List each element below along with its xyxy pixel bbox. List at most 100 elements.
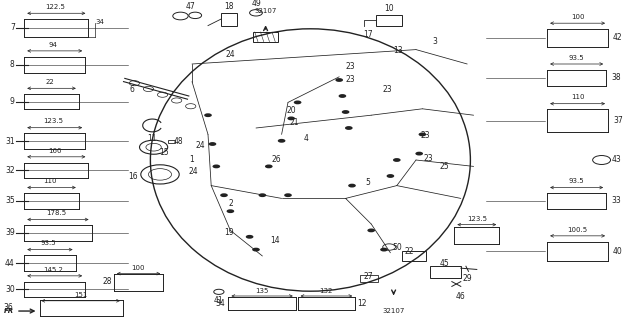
Text: 132: 132 — [320, 288, 333, 294]
Text: 151: 151 — [74, 292, 87, 298]
Text: 22: 22 — [405, 247, 414, 256]
Text: 100: 100 — [571, 14, 584, 20]
Circle shape — [278, 139, 285, 143]
Text: 37: 37 — [613, 116, 623, 125]
Text: 29: 29 — [462, 274, 472, 283]
Bar — [402, 251, 426, 261]
Text: 9: 9 — [10, 97, 15, 106]
Text: 26: 26 — [271, 155, 282, 164]
Text: 32: 32 — [5, 166, 15, 175]
Text: 33: 33 — [611, 196, 621, 205]
Text: 48: 48 — [174, 137, 184, 146]
Text: 47: 47 — [186, 2, 196, 11]
Text: 36: 36 — [3, 303, 13, 312]
Text: 24: 24 — [226, 50, 236, 59]
Text: 21: 21 — [290, 118, 299, 127]
Text: FR: FR — [4, 308, 14, 314]
Bar — [430, 266, 461, 278]
Text: 18: 18 — [225, 2, 234, 11]
Text: 31: 31 — [5, 137, 15, 146]
Text: 45: 45 — [440, 260, 450, 268]
Text: 23: 23 — [346, 75, 356, 84]
Text: 24: 24 — [189, 167, 198, 176]
Text: 8: 8 — [10, 60, 15, 69]
Bar — [221, 13, 237, 26]
Text: 145.2: 145.2 — [43, 267, 63, 273]
Text: 14: 14 — [270, 236, 280, 245]
Text: 30: 30 — [5, 285, 15, 294]
Circle shape — [259, 193, 266, 197]
Text: 50: 50 — [392, 243, 402, 252]
Text: 41: 41 — [214, 296, 224, 305]
Text: 24: 24 — [195, 141, 205, 150]
Text: 13: 13 — [393, 46, 403, 55]
Circle shape — [220, 193, 228, 197]
Text: 34: 34 — [95, 19, 104, 25]
Text: 110: 110 — [43, 178, 57, 184]
Circle shape — [348, 184, 356, 188]
Circle shape — [246, 235, 253, 239]
Circle shape — [345, 126, 353, 130]
Text: 35: 35 — [5, 196, 15, 205]
Circle shape — [252, 248, 260, 252]
Circle shape — [265, 164, 273, 168]
Text: 6: 6 — [129, 85, 134, 94]
Circle shape — [367, 228, 375, 232]
Text: 32107: 32107 — [383, 308, 404, 314]
Circle shape — [342, 110, 349, 114]
Text: 178.5: 178.5 — [46, 210, 67, 216]
Circle shape — [204, 113, 212, 117]
Text: 43: 43 — [611, 156, 621, 164]
Text: 25: 25 — [440, 162, 450, 171]
Circle shape — [209, 142, 216, 146]
Text: 22: 22 — [45, 79, 54, 85]
Circle shape — [294, 100, 301, 104]
Text: 39: 39 — [5, 228, 15, 237]
Circle shape — [415, 152, 423, 156]
Text: 123.5: 123.5 — [43, 118, 63, 124]
Text: 16: 16 — [128, 172, 138, 181]
Bar — [376, 15, 402, 26]
Text: 122.5: 122.5 — [45, 4, 65, 10]
Text: 20: 20 — [286, 106, 296, 115]
Text: 28: 28 — [102, 277, 112, 286]
Text: 135: 135 — [256, 288, 269, 294]
Circle shape — [287, 116, 295, 120]
Text: 42: 42 — [613, 33, 623, 42]
Text: 23: 23 — [382, 85, 392, 94]
Text: 27: 27 — [363, 272, 373, 281]
Text: 32107: 32107 — [255, 8, 276, 14]
Text: 10: 10 — [384, 4, 394, 13]
Text: 93.5: 93.5 — [569, 55, 584, 61]
Text: 160: 160 — [48, 148, 61, 154]
Circle shape — [393, 158, 401, 162]
Text: 49: 49 — [251, 0, 261, 8]
Text: 12: 12 — [357, 299, 367, 308]
Text: 46: 46 — [456, 292, 466, 301]
Text: 15: 15 — [159, 148, 168, 157]
Text: 100: 100 — [131, 265, 145, 271]
Text: 38: 38 — [611, 73, 621, 82]
Circle shape — [339, 94, 346, 98]
Text: 1: 1 — [189, 156, 195, 164]
Text: 34: 34 — [216, 299, 225, 308]
Text: 23: 23 — [424, 154, 434, 163]
Bar — [360, 275, 378, 282]
Text: 100.5: 100.5 — [568, 227, 588, 233]
Bar — [253, 32, 278, 42]
Text: 7: 7 — [10, 23, 15, 32]
Circle shape — [335, 78, 343, 82]
Text: 17: 17 — [363, 30, 373, 39]
Text: 19: 19 — [224, 228, 234, 237]
Text: 123.5: 123.5 — [467, 216, 487, 222]
Circle shape — [419, 132, 426, 136]
Text: 110: 110 — [571, 94, 584, 100]
Text: 23: 23 — [420, 132, 431, 140]
Text: 2: 2 — [228, 199, 233, 208]
Text: 5: 5 — [365, 178, 371, 187]
Circle shape — [284, 193, 292, 197]
Text: 93.5: 93.5 — [40, 240, 56, 246]
Text: 23: 23 — [346, 62, 356, 71]
Text: 44: 44 — [5, 259, 15, 268]
Bar — [168, 140, 175, 143]
